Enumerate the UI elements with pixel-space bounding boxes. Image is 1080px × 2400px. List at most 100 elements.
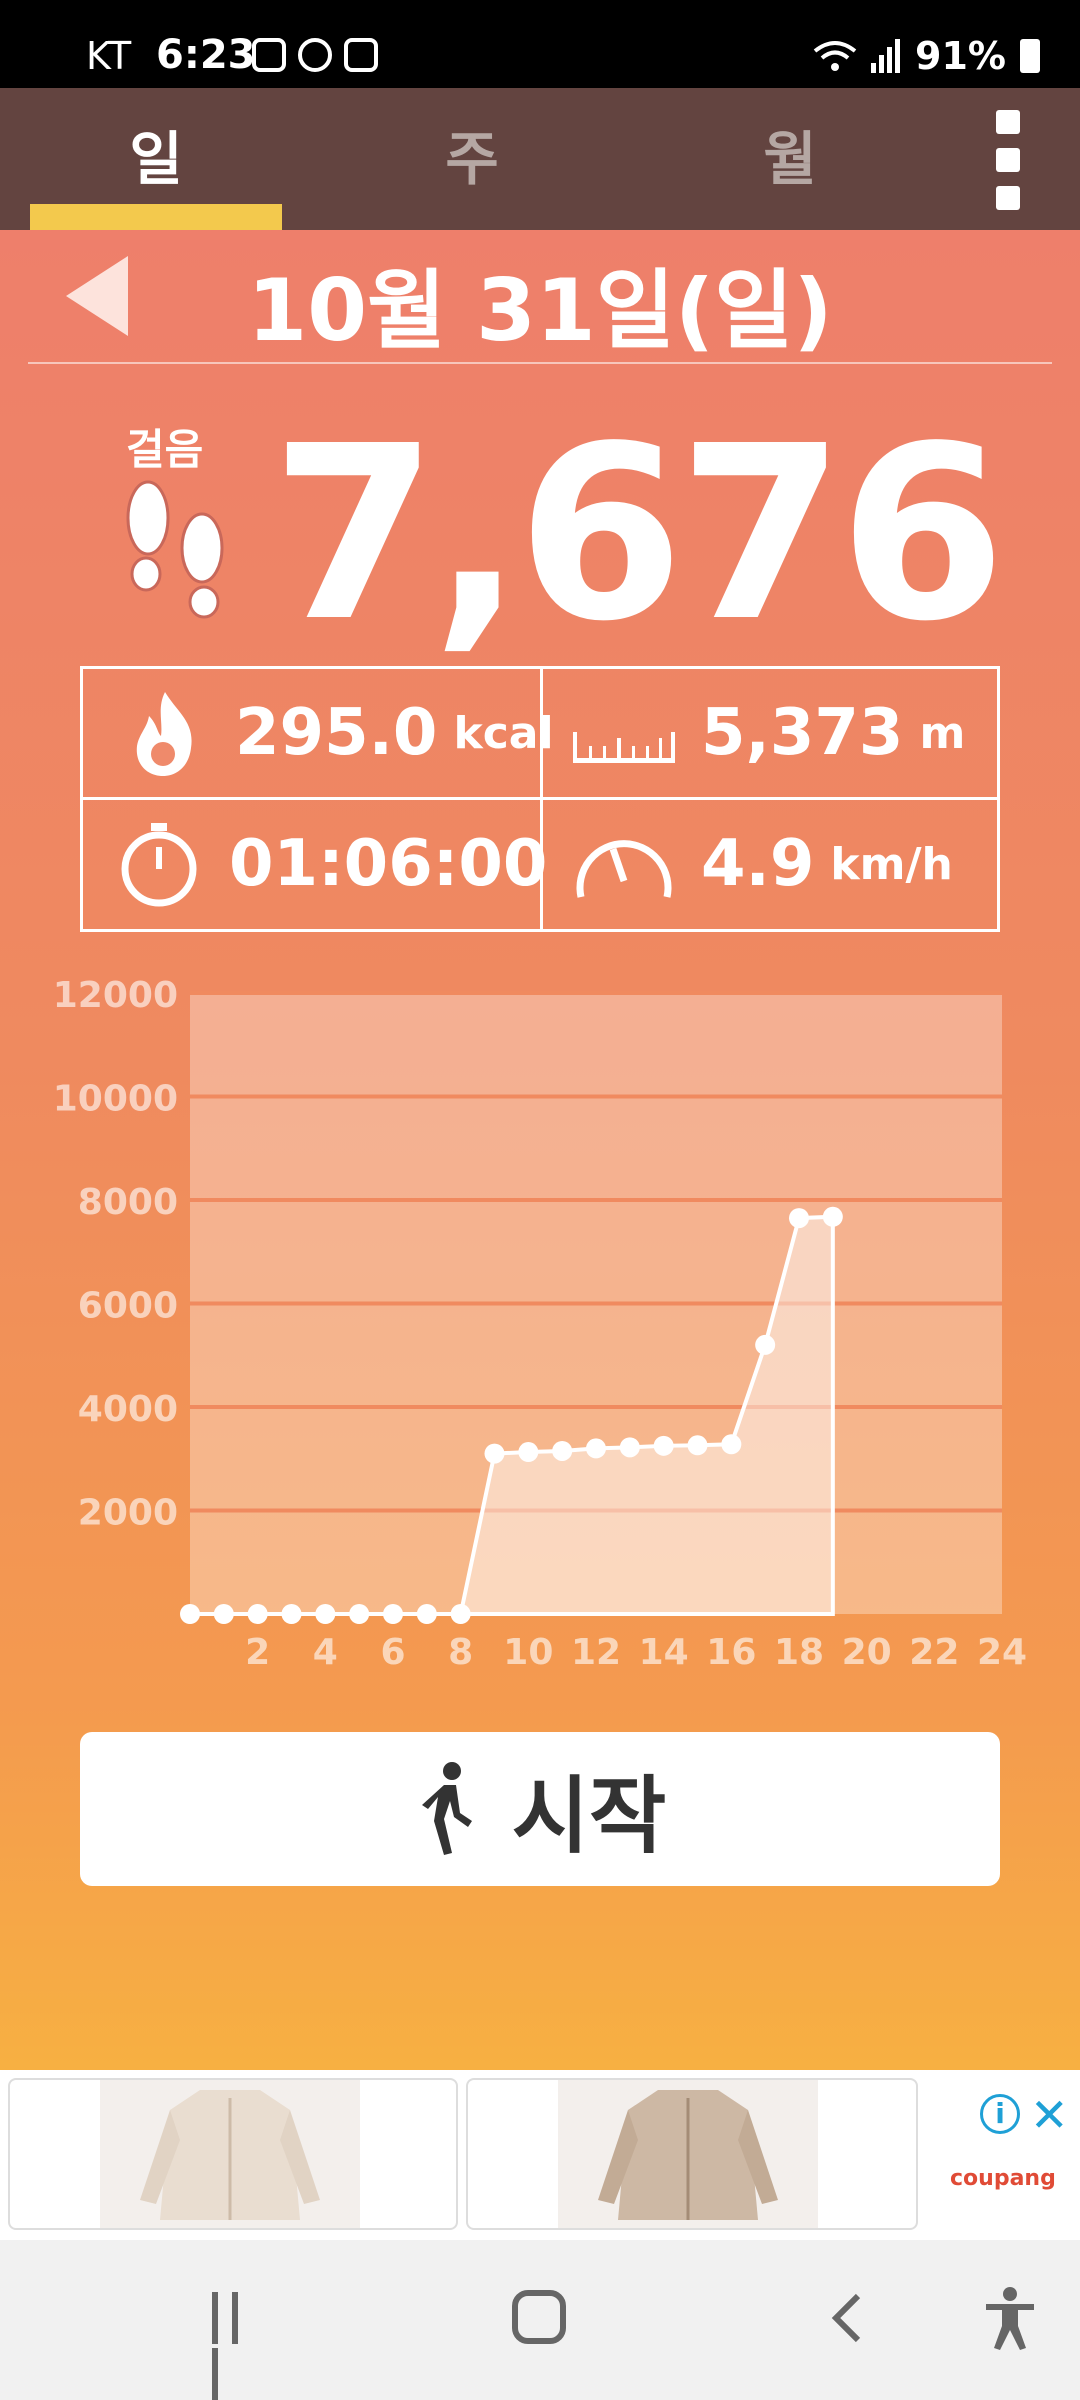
cardigan-image <box>140 2090 320 2220</box>
chart-x-tick-label: 10 <box>503 1632 553 1670</box>
chart-point <box>755 1334 776 1355</box>
back-button[interactable] <box>822 2292 874 2344</box>
menu-dot-icon <box>996 110 1020 134</box>
tab-month-label: 월 <box>763 125 817 193</box>
ruler-icon <box>573 732 675 763</box>
chart-y-tick-label: 6000 <box>78 1286 178 1327</box>
active-tab-indicator <box>30 204 282 230</box>
chart-point <box>789 1208 809 1229</box>
chart-point <box>416 1604 437 1624</box>
chart-x-tick-label: 14 <box>639 1632 689 1670</box>
chart-y-tick-label: 10000 <box>53 1079 178 1120</box>
chart-x-tick-label: 8 <box>448 1632 473 1670</box>
status-bar: KT 6:23 91% <box>0 0 1080 88</box>
chart-point <box>687 1435 708 1456</box>
stats-grid: 295.0 kcal 5,373 m 0 <box>80 666 1000 932</box>
start-button-label: 시작 <box>511 1766 667 1865</box>
ad-info-icon[interactable]: i <box>980 2094 1020 2134</box>
system-nav-bar <box>0 2240 1080 2400</box>
tab-week[interactable]: 주 <box>346 88 598 230</box>
battery-icon <box>1020 39 1040 73</box>
walking-person-icon <box>421 1762 472 1855</box>
stats-divider <box>83 797 997 800</box>
speed-value: 4.9 <box>701 827 815 901</box>
carrier-label: KT <box>86 34 132 78</box>
ad-brand: coupang <box>950 2166 1056 2191</box>
chart-x-tick-label: 6 <box>380 1632 405 1670</box>
chart-y-tick-label: 4000 <box>78 1389 178 1430</box>
chart-x-tick-label: 16 <box>706 1632 756 1670</box>
chart-x-tick-label: 4 <box>313 1632 338 1670</box>
header-divider <box>28 362 1052 364</box>
hourly-steps-chart: 2000 4000 6000 8000 10000 12000 2 4 6 8 10 12 14 16 18… <box>0 970 1080 1670</box>
distance-value: 5,373 <box>701 696 904 770</box>
home-button[interactable] <box>512 2290 566 2344</box>
ad-product-image <box>558 2080 818 2228</box>
ad-product-1[interactable] <box>8 2078 458 2230</box>
speed-stat: 4.9 km/h <box>569 800 953 928</box>
start-button[interactable]: 시작 <box>80 1732 1000 1886</box>
chart-point <box>450 1604 471 1624</box>
speed-unit: km/h <box>830 838 953 890</box>
wifi-icon <box>813 41 857 71</box>
recent-apps-icon <box>212 2292 218 2344</box>
menu-dot-icon <box>996 148 1020 172</box>
recent-apps-button[interactable] <box>212 2292 262 2400</box>
b-app-notification-icon <box>298 38 332 72</box>
chart-area <box>190 1214 835 1616</box>
recent-apps-icon <box>212 2348 218 2400</box>
recent-apps-icon <box>232 2292 238 2344</box>
chart-x-tick-label: 20 <box>842 1632 892 1670</box>
calories-unit: kcal <box>453 707 554 759</box>
chart-x-tick-label: 18 <box>774 1632 824 1670</box>
chart-point <box>552 1440 573 1461</box>
chart-point <box>281 1604 302 1624</box>
footprints-icon <box>126 480 224 619</box>
chart-x-tick-label: 2 <box>245 1632 270 1670</box>
speedometer-icon <box>576 840 672 898</box>
accessibility-icon[interactable] <box>982 2286 1038 2350</box>
stopwatch-icon <box>121 823 197 907</box>
ad-product-2[interactable] <box>466 2078 918 2230</box>
chart-point <box>213 1604 234 1624</box>
notification-icons <box>252 38 378 72</box>
chart-point <box>518 1442 539 1463</box>
date-title: 10월 31일(일) <box>247 261 833 361</box>
chart-point <box>349 1604 370 1624</box>
tab-month[interactable]: 월 <box>664 88 916 230</box>
steps-label: 걸음 <box>126 425 204 474</box>
chart-point <box>180 1604 200 1624</box>
duration-stat: 01:06:00 <box>111 800 547 928</box>
menu-dot-icon <box>996 186 1020 210</box>
chart-point <box>653 1435 674 1456</box>
ad-product-image <box>100 2080 360 2228</box>
tab-day-label: 일 <box>129 125 183 193</box>
calories-stat: 295.0 kcal <box>117 669 554 797</box>
camera-notification-icon <box>252 38 286 72</box>
ad-banner[interactable]: i ✕ coupang <box>0 2070 1080 2240</box>
chart-point <box>619 1437 640 1458</box>
chart-point <box>383 1604 403 1624</box>
chart-point <box>721 1434 742 1455</box>
clock: 6:23 <box>156 32 256 78</box>
ad-close-icon[interactable]: ✕ <box>1030 2088 1069 2142</box>
date-header: 10월 31일(일) <box>0 230 1080 362</box>
system-status: 91% <box>813 34 1040 78</box>
period-tab-bar: 일 주 월 <box>0 88 1080 230</box>
overflow-menu-button[interactable] <box>996 110 1024 210</box>
chart-point <box>315 1604 336 1624</box>
tab-day[interactable]: 일 <box>30 88 282 230</box>
calories-value: 295.0 <box>235 696 438 770</box>
tab-week-label: 주 <box>445 125 499 193</box>
previous-day-button[interactable] <box>66 256 128 336</box>
distance-stat: 5,373 m <box>569 669 965 797</box>
duration-value: 01:06:00 <box>229 827 548 901</box>
signal-icon <box>871 39 901 73</box>
chart-x-tick-label: 24 <box>977 1632 1027 1670</box>
battery-percent: 91% <box>915 34 1006 78</box>
main-content: 10월 31일(일) 걸음 7,676 295.0 kcal <box>0 230 1080 2070</box>
chart-point <box>586 1438 606 1459</box>
distance-unit: m <box>919 707 966 759</box>
chart-point <box>484 1443 505 1464</box>
